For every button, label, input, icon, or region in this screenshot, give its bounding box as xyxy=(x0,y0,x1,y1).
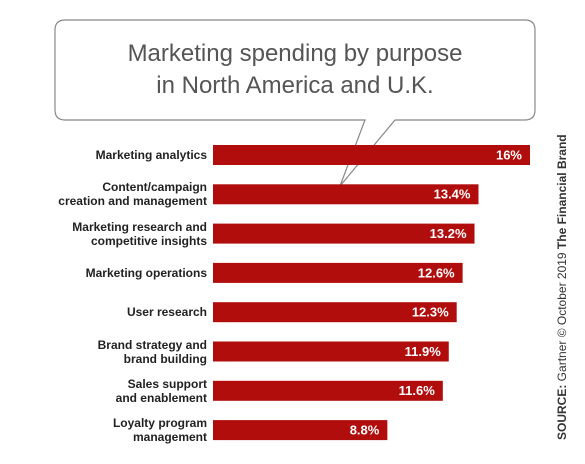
category-label: Sales support and enablement xyxy=(115,376,207,405)
bar xyxy=(213,223,475,244)
source-label: SOURCE: xyxy=(555,385,569,440)
category-label: Marketing operations xyxy=(85,265,207,280)
category-label: Loyalty program management xyxy=(112,416,207,445)
value-label: 13.2% xyxy=(430,226,467,241)
value-label: 8.8% xyxy=(350,423,380,438)
bar xyxy=(213,380,443,401)
value-label: 13.4% xyxy=(434,187,471,202)
category-label: User research xyxy=(126,305,207,320)
category-label: Marketing research and competitive insig… xyxy=(72,219,207,248)
bar xyxy=(213,341,449,362)
category-label: Brand strategy and brand building xyxy=(97,337,207,366)
value-label: 11.9% xyxy=(405,344,442,359)
chart-title: Marketing spending by purpose in North A… xyxy=(127,40,463,99)
bar xyxy=(213,420,388,441)
bar xyxy=(213,262,463,283)
value-label: 11.6% xyxy=(399,383,436,398)
category-label: Content/campaign creation and management xyxy=(58,180,207,209)
brand: The Financial Brand xyxy=(555,134,569,249)
bar xyxy=(213,184,479,205)
category-label: Marketing analytics xyxy=(95,148,207,162)
value-label: 12.6% xyxy=(418,265,455,280)
value-label: 12.3% xyxy=(412,305,449,320)
bar xyxy=(213,302,457,323)
bar xyxy=(213,145,530,165)
source: Gartner © October 2019 xyxy=(555,252,569,381)
value-label: 16% xyxy=(496,147,522,162)
source-note: SOURCE: Gartner © October 2019 The Finan… xyxy=(555,134,569,440)
